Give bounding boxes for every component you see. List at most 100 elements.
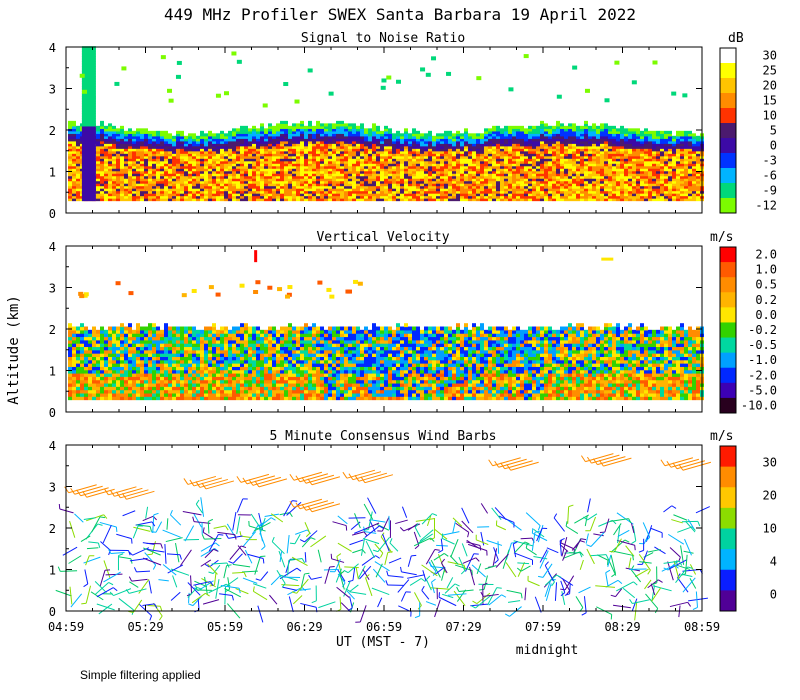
snr-cell [504, 195, 508, 199]
snr-cell [504, 145, 508, 149]
snr-cell [124, 178, 128, 182]
snr-cell [472, 180, 476, 184]
snr-cell [312, 190, 316, 194]
snr-cell [532, 165, 536, 169]
snr-cell [548, 155, 552, 159]
snr-cell [128, 153, 132, 157]
snr-cell [156, 143, 160, 147]
snr-cell [336, 190, 340, 194]
snr-cell [648, 148, 652, 152]
snr-cell [516, 160, 520, 164]
snr-cell [648, 163, 652, 167]
snr-cell [128, 198, 132, 202]
snr-cell [492, 130, 496, 134]
snr-cell [152, 155, 156, 159]
velocity-cell [80, 392, 84, 397]
snr-cell [472, 198, 476, 202]
snr-cell [616, 173, 620, 177]
snr-cell [412, 128, 416, 132]
snr-cell [220, 140, 224, 144]
snr-cell [272, 153, 276, 157]
snr-cell [548, 133, 552, 137]
snr-cell [372, 125, 376, 129]
colorbar-swatch [720, 153, 736, 169]
snr-cell [672, 195, 676, 199]
snr-cell [280, 168, 284, 172]
snr-cell [160, 143, 164, 147]
snr-cell [576, 138, 580, 142]
snr-cell [280, 163, 284, 167]
snr-cell [288, 153, 292, 157]
snr-cell [588, 130, 592, 134]
snr-cell [188, 170, 192, 174]
snr-cell [188, 163, 192, 167]
snr-cell [248, 183, 252, 187]
velocity-cell [88, 372, 92, 377]
snr-cell [376, 168, 380, 172]
snr-cell [264, 173, 268, 177]
snr-cell [600, 173, 604, 177]
snr-cell [252, 178, 256, 182]
snr-cell [368, 145, 372, 149]
snr-cell [524, 133, 528, 137]
snr-cell [592, 198, 596, 202]
snr-cell [588, 150, 592, 154]
snr-cell [424, 165, 428, 169]
snr-cell [172, 153, 176, 157]
snr-cell [464, 180, 468, 184]
snr-cell [212, 148, 216, 152]
snr-cell [504, 163, 508, 167]
snr-cell [100, 130, 104, 134]
snr-cell [532, 183, 536, 187]
snr-cell [628, 165, 632, 169]
snr-cell [404, 173, 408, 177]
snr-cell [504, 193, 508, 197]
snr-cell [386, 75, 392, 80]
snr-cell [284, 198, 288, 202]
snr-cell [684, 130, 688, 134]
snr-cell [548, 158, 552, 162]
snr-cell [396, 148, 400, 152]
snr-cell [388, 150, 392, 154]
snr-cell [640, 195, 644, 199]
snr-cell [248, 150, 252, 154]
snr-cell [652, 190, 656, 194]
snr-cell [644, 183, 648, 187]
snr-cell [404, 175, 408, 179]
snr-cell [644, 130, 648, 134]
snr-cell [188, 183, 192, 187]
snr-cell [592, 188, 596, 192]
snr-cell [392, 133, 396, 137]
snr-cell [404, 178, 408, 182]
snr-cell [312, 193, 316, 197]
snr-cell [580, 185, 584, 189]
snr-cell [484, 178, 488, 182]
snr-cell [192, 163, 196, 167]
snr-cell [668, 160, 672, 164]
snr-cell [136, 195, 140, 199]
snr-cell [148, 143, 152, 147]
snr-cell [224, 138, 228, 142]
snr-cell [280, 148, 284, 152]
snr-cell [228, 153, 232, 157]
snr-cell [688, 188, 692, 192]
snr-cell [368, 180, 372, 184]
snr-cell [408, 143, 412, 147]
snr-cell [440, 178, 444, 182]
snr-cell [624, 165, 628, 169]
snr-cell [148, 145, 152, 149]
snr-cell [392, 180, 396, 184]
snr-cell [244, 138, 248, 142]
snr-cell [600, 198, 604, 202]
snr-cell [524, 155, 528, 159]
snr-cell [240, 128, 244, 132]
snr-cell [612, 193, 616, 197]
snr-cell [396, 195, 400, 199]
snr-cell [504, 173, 508, 177]
snr-cell [340, 165, 344, 169]
snr-cell [300, 190, 304, 194]
snr-cell [568, 125, 572, 129]
snr-cell [184, 148, 188, 152]
snr-cell [348, 168, 352, 172]
snr-cell [128, 190, 132, 194]
